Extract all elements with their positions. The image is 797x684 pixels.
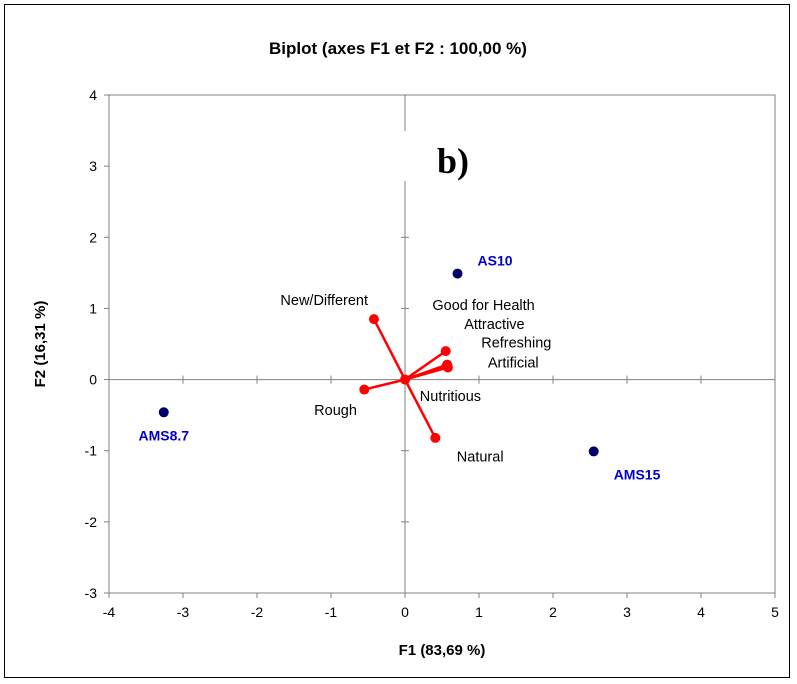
vector-artificial <box>404 364 447 381</box>
y-tick-label: 0 <box>89 372 97 388</box>
y-tick-label: 3 <box>89 158 97 174</box>
vector-label-rough: Rough <box>314 403 357 419</box>
x-axis-title: F1 (83,69 %) <box>399 642 486 659</box>
observation-label-ams15: AMS15 <box>614 466 661 482</box>
vector-label-nutritious: Nutritious <box>420 389 481 405</box>
x-tick-label: 4 <box>697 604 705 620</box>
panel-label-background <box>399 131 487 181</box>
vector-point-rough <box>359 384 370 395</box>
observation-label-ams8-7: AMS8.7 <box>138 427 189 443</box>
observation-point-ams15 <box>588 446 599 457</box>
x-tick-label: 3 <box>623 604 631 620</box>
x-tick-label: -2 <box>251 604 264 620</box>
x-tick-label: 0 <box>401 604 409 620</box>
panel-label: b) <box>437 141 469 181</box>
y-tick-label: -3 <box>85 585 98 601</box>
vector-point-new-different <box>368 314 379 325</box>
x-tick-label: 1 <box>475 604 483 620</box>
vector-label-new-different: New/Different <box>280 293 368 309</box>
vector-new-different <box>372 318 407 381</box>
variable-vectors: New/Different Good for Health Attractive Re… <box>280 293 551 466</box>
y-tick-labels: -3 -2 -1 0 1 2 3 4 <box>85 87 98 601</box>
observation-point-ams8-7 <box>158 407 169 418</box>
y-axis-title: F2 (16,31 %) <box>32 301 49 388</box>
y-tick-label: -2 <box>85 514 98 530</box>
vector-good-for-health <box>404 350 447 381</box>
x-tick-label: -4 <box>103 604 116 620</box>
vector-label-refreshing: Refreshing <box>481 336 551 352</box>
y-tick-label: 1 <box>89 300 97 316</box>
vector-label-attractive: Attractive <box>464 317 524 333</box>
chart-title: Biplot (axes F1 et F2 : 100,00 %) <box>269 39 527 58</box>
vector-point-good-for-health <box>440 346 451 357</box>
vector-rough <box>364 378 406 391</box>
vector-label-artificial: Artificial <box>488 355 539 371</box>
y-tick-label: 2 <box>89 229 97 245</box>
observation-point-as10 <box>452 268 463 279</box>
chart-frame: Biplot (axes F1 et F2 : 100,00 %) -4 -3 -2… <box>4 4 790 678</box>
x-tick-labels: -4 -3 -2 -1 0 1 2 3 4 5 <box>103 604 779 620</box>
plot-area <box>108 94 776 594</box>
x-tick-label: -1 <box>325 604 338 620</box>
y-tick-label: 4 <box>89 87 97 103</box>
vector-natural <box>403 378 437 439</box>
observation-points: AS10 AMS8.7 AMS15 <box>138 253 660 483</box>
vector-point-artificial <box>441 361 452 372</box>
observation-label-as10: AS10 <box>478 253 513 269</box>
biplot-chart: Biplot (axes F1 et F2 : 100,00 %) -4 -3 -2… <box>32 39 779 659</box>
x-tick-label: -3 <box>177 604 190 620</box>
vector-label-natural: Natural <box>457 449 504 465</box>
y-tick-label: -1 <box>85 443 98 459</box>
vector-label-good-for-health: Good for Health <box>432 298 534 314</box>
vector-point-natural <box>430 432 441 443</box>
x-tick-label: 2 <box>549 604 557 620</box>
x-tick-label: 5 <box>771 604 779 620</box>
